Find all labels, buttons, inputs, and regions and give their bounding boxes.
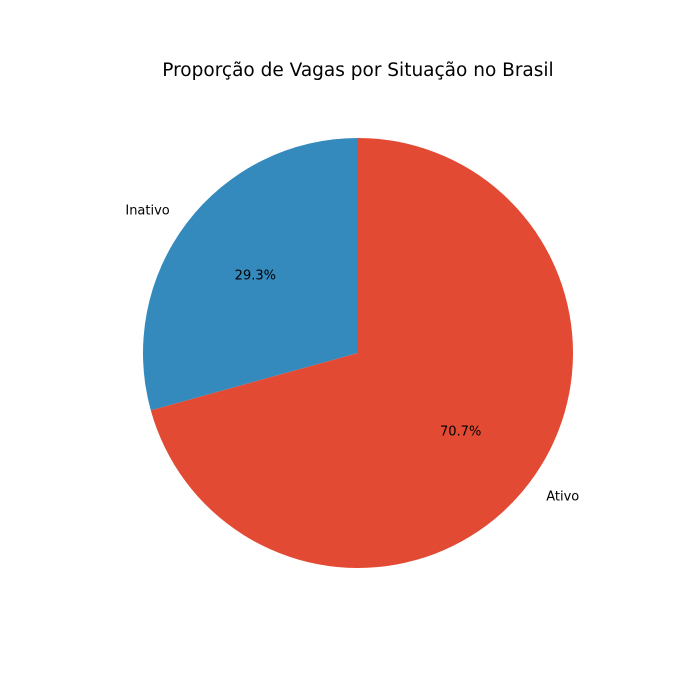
pie-slices <box>143 138 574 569</box>
pct-label-ativo: 70.7% <box>440 425 481 440</box>
pie-slice-ativo <box>150 138 574 569</box>
slice-label-inativo: Inativo <box>125 203 169 218</box>
pie-slice-inativo <box>143 138 358 411</box>
slice-label-ativo: Ativo <box>546 490 579 505</box>
pie-labels: Inativo 29.3% Ativo 70.7% <box>125 203 579 504</box>
pct-label-inativo: 29.3% <box>235 268 276 283</box>
chart-title: Proporção de Vagas por Situação no Brasi… <box>162 60 553 81</box>
